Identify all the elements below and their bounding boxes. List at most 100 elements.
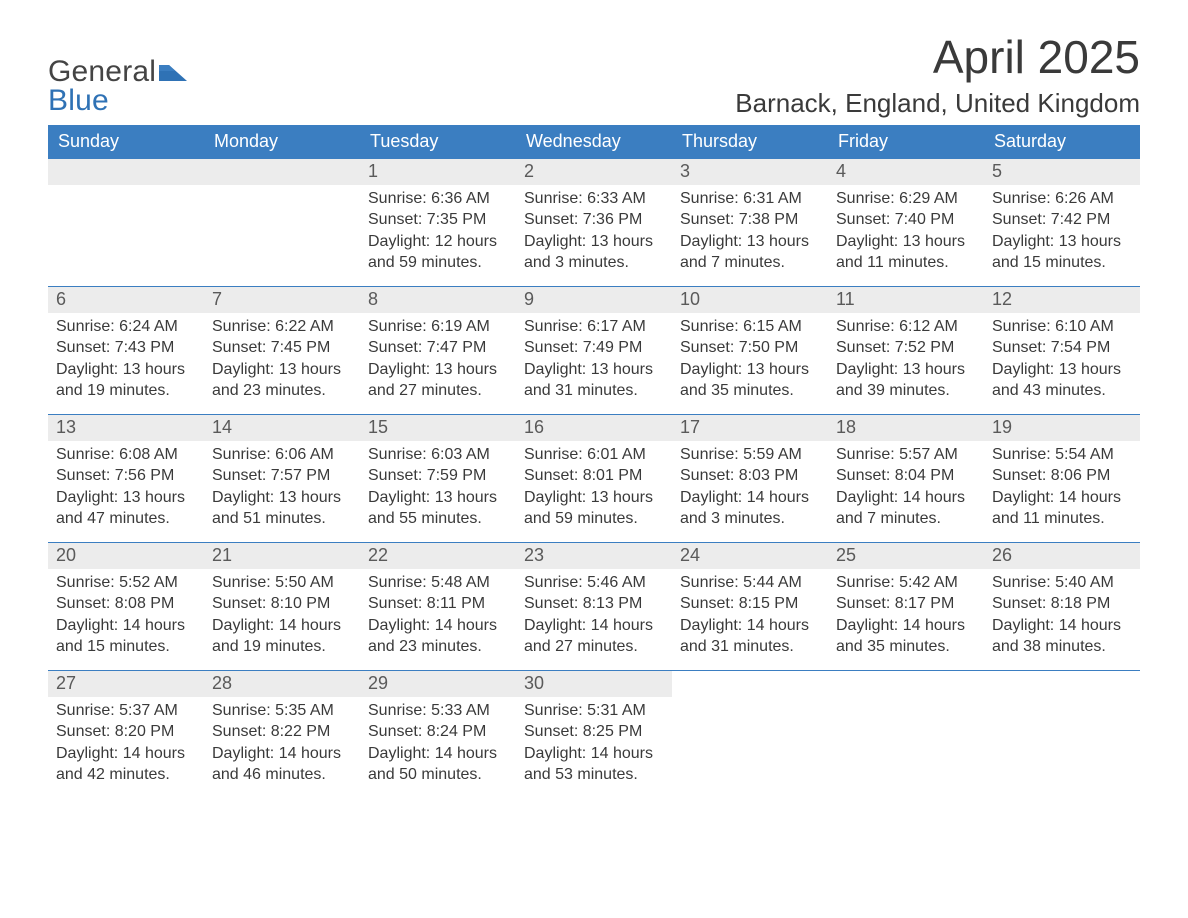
logo: General Blue [48, 30, 187, 115]
logo-text: General Blue [48, 58, 187, 115]
day-body: Sunrise: 5:48 AMSunset: 8:11 PMDaylight:… [360, 569, 516, 668]
day-number: 17 [672, 415, 828, 441]
day-cell: 29Sunrise: 5:33 AMSunset: 8:24 PMDayligh… [360, 671, 516, 799]
day-cell: 10Sunrise: 6:15 AMSunset: 7:50 PMDayligh… [672, 287, 828, 415]
day-number: 24 [672, 543, 828, 569]
daylight-line: Daylight: 13 hours and 39 minutes. [836, 359, 976, 402]
day-cell: 3Sunrise: 6:31 AMSunset: 7:38 PMDaylight… [672, 159, 828, 287]
daylight-line: Daylight: 14 hours and 42 minutes. [56, 743, 196, 786]
day-cell: 2Sunrise: 6:33 AMSunset: 7:36 PMDaylight… [516, 159, 672, 287]
sunset-line: Sunset: 7:50 PM [680, 337, 820, 359]
sunrise-line: Sunrise: 5:42 AM [836, 572, 976, 594]
sunset-line: Sunset: 7:57 PM [212, 465, 352, 487]
day-body: Sunrise: 6:33 AMSunset: 7:36 PMDaylight:… [516, 185, 672, 284]
daylight-line: Daylight: 14 hours and 50 minutes. [368, 743, 508, 786]
day-body: Sunrise: 6:26 AMSunset: 7:42 PMDaylight:… [984, 185, 1140, 284]
daylight-line: Daylight: 14 hours and 27 minutes. [524, 615, 664, 658]
daylight-line: Daylight: 13 hours and 7 minutes. [680, 231, 820, 274]
day-cell: 4Sunrise: 6:29 AMSunset: 7:40 PMDaylight… [828, 159, 984, 287]
sunrise-line: Sunrise: 5:31 AM [524, 700, 664, 722]
day-body: Sunrise: 6:17 AMSunset: 7:49 PMDaylight:… [516, 313, 672, 412]
day-cell: 24Sunrise: 5:44 AMSunset: 8:15 PMDayligh… [672, 543, 828, 671]
day-body: Sunrise: 5:44 AMSunset: 8:15 PMDaylight:… [672, 569, 828, 668]
sunrise-line: Sunrise: 5:52 AM [56, 572, 196, 594]
day-body: Sunrise: 6:10 AMSunset: 7:54 PMDaylight:… [984, 313, 1140, 412]
daylight-line: Daylight: 13 hours and 59 minutes. [524, 487, 664, 530]
sunset-line: Sunset: 7:38 PM [680, 209, 820, 231]
day-cell [828, 671, 984, 799]
day-body: Sunrise: 6:03 AMSunset: 7:59 PMDaylight:… [360, 441, 516, 540]
daylight-line: Daylight: 13 hours and 23 minutes. [212, 359, 352, 402]
sunset-line: Sunset: 8:06 PM [992, 465, 1132, 487]
day-cell: 7Sunrise: 6:22 AMSunset: 7:45 PMDaylight… [204, 287, 360, 415]
sunset-line: Sunset: 7:56 PM [56, 465, 196, 487]
sunset-line: Sunset: 8:24 PM [368, 721, 508, 743]
day-number: 26 [984, 543, 1140, 569]
day-cell: 28Sunrise: 5:35 AMSunset: 8:22 PMDayligh… [204, 671, 360, 799]
day-cell: 21Sunrise: 5:50 AMSunset: 8:10 PMDayligh… [204, 543, 360, 671]
daylight-line: Daylight: 14 hours and 15 minutes. [56, 615, 196, 658]
sunset-line: Sunset: 8:17 PM [836, 593, 976, 615]
day-body: Sunrise: 6:01 AMSunset: 8:01 PMDaylight:… [516, 441, 672, 540]
day-cell: 1Sunrise: 6:36 AMSunset: 7:35 PMDaylight… [360, 159, 516, 287]
day-body: Sunrise: 5:33 AMSunset: 8:24 PMDaylight:… [360, 697, 516, 796]
day-cell: 17Sunrise: 5:59 AMSunset: 8:03 PMDayligh… [672, 415, 828, 543]
sunset-line: Sunset: 8:25 PM [524, 721, 664, 743]
day-number: 27 [48, 671, 204, 697]
weekday-mon: Monday [204, 125, 360, 159]
page: General Blue April 2025 Barnack, England… [0, 0, 1188, 839]
week-row: 1Sunrise: 6:36 AMSunset: 7:35 PMDaylight… [48, 159, 1140, 287]
sunset-line: Sunset: 7:52 PM [836, 337, 976, 359]
day-body: Sunrise: 6:29 AMSunset: 7:40 PMDaylight:… [828, 185, 984, 284]
day-number: 12 [984, 287, 1140, 313]
day-cell: 20Sunrise: 5:52 AMSunset: 8:08 PMDayligh… [48, 543, 204, 671]
day-number: 29 [360, 671, 516, 697]
daynum-empty [204, 159, 360, 185]
sunrise-line: Sunrise: 6:33 AM [524, 188, 664, 210]
day-number: 5 [984, 159, 1140, 185]
sunrise-line: Sunrise: 6:06 AM [212, 444, 352, 466]
month-title: April 2025 [735, 30, 1140, 84]
sunrise-line: Sunrise: 5:44 AM [680, 572, 820, 594]
day-cell: 26Sunrise: 5:40 AMSunset: 8:18 PMDayligh… [984, 543, 1140, 671]
daylight-line: Daylight: 14 hours and 11 minutes. [992, 487, 1132, 530]
sunrise-line: Sunrise: 6:22 AM [212, 316, 352, 338]
sunset-line: Sunset: 7:40 PM [836, 209, 976, 231]
weekday-thu: Thursday [672, 125, 828, 159]
sunrise-line: Sunrise: 5:54 AM [992, 444, 1132, 466]
daylight-line: Daylight: 13 hours and 51 minutes. [212, 487, 352, 530]
sunrise-line: Sunrise: 6:03 AM [368, 444, 508, 466]
day-cell [204, 159, 360, 287]
day-body: Sunrise: 6:24 AMSunset: 7:43 PMDaylight:… [48, 313, 204, 412]
day-number: 22 [360, 543, 516, 569]
day-cell: 15Sunrise: 6:03 AMSunset: 7:59 PMDayligh… [360, 415, 516, 543]
sunrise-line: Sunrise: 5:57 AM [836, 444, 976, 466]
sunset-line: Sunset: 7:54 PM [992, 337, 1132, 359]
sunset-line: Sunset: 8:18 PM [992, 593, 1132, 615]
sunset-line: Sunset: 7:36 PM [524, 209, 664, 231]
day-body: Sunrise: 6:36 AMSunset: 7:35 PMDaylight:… [360, 185, 516, 284]
sunset-line: Sunset: 8:08 PM [56, 593, 196, 615]
sunset-line: Sunset: 8:04 PM [836, 465, 976, 487]
day-cell: 22Sunrise: 5:48 AMSunset: 8:11 PMDayligh… [360, 543, 516, 671]
sunset-line: Sunset: 7:35 PM [368, 209, 508, 231]
day-cell: 25Sunrise: 5:42 AMSunset: 8:17 PMDayligh… [828, 543, 984, 671]
day-number: 7 [204, 287, 360, 313]
sunrise-line: Sunrise: 6:26 AM [992, 188, 1132, 210]
day-cell: 23Sunrise: 5:46 AMSunset: 8:13 PMDayligh… [516, 543, 672, 671]
day-number: 8 [360, 287, 516, 313]
sunrise-line: Sunrise: 6:36 AM [368, 188, 508, 210]
sunrise-line: Sunrise: 6:15 AM [680, 316, 820, 338]
sunrise-line: Sunrise: 6:31 AM [680, 188, 820, 210]
sunset-line: Sunset: 8:01 PM [524, 465, 664, 487]
day-body: Sunrise: 5:42 AMSunset: 8:17 PMDaylight:… [828, 569, 984, 668]
daylight-line: Daylight: 14 hours and 38 minutes. [992, 615, 1132, 658]
daylight-line: Daylight: 14 hours and 23 minutes. [368, 615, 508, 658]
day-cell: 12Sunrise: 6:10 AMSunset: 7:54 PMDayligh… [984, 287, 1140, 415]
sunrise-line: Sunrise: 5:50 AM [212, 572, 352, 594]
day-number: 16 [516, 415, 672, 441]
day-cell: 11Sunrise: 6:12 AMSunset: 7:52 PMDayligh… [828, 287, 984, 415]
sunset-line: Sunset: 8:10 PM [212, 593, 352, 615]
day-number: 10 [672, 287, 828, 313]
calendar-body: 1Sunrise: 6:36 AMSunset: 7:35 PMDaylight… [48, 159, 1140, 799]
